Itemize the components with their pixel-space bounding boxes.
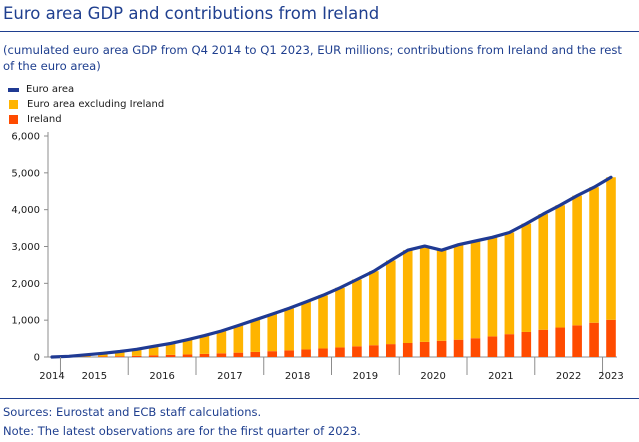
bar-ireland (453, 339, 464, 357)
x-tick-label: 2014 (39, 371, 64, 382)
bar-ireland (335, 347, 345, 357)
chart-title: Euro area GDP and contributions from Ire… (3, 4, 380, 23)
x-tick-label: 2016 (149, 371, 174, 382)
legend-swatch-euro-area (8, 87, 19, 92)
bar-excluding-ireland (487, 237, 498, 337)
stacked-bar-line-chart: 0 1,000 2,000 3,000 4,000 5,000 6,000 2014 2015 2… (11, 132, 623, 383)
bar-ireland (250, 351, 261, 357)
y-tick-label: 1,000 (11, 316, 40, 327)
bar-excluding-ireland (521, 223, 532, 332)
y-tick-label: 6,000 (11, 132, 40, 143)
x-tick-label: 2015 (82, 371, 107, 382)
x-tick-label: 2020 (420, 371, 445, 382)
y-tick-label: 0 (34, 353, 40, 364)
bar-excluding-ireland (233, 325, 244, 353)
bar-excluding-ireland (148, 346, 159, 356)
bar-ireland (369, 345, 379, 357)
bar-ireland (165, 354, 176, 357)
bar-ireland (216, 353, 227, 357)
bar-ireland (148, 355, 159, 357)
x-tick-label: 2018 (285, 371, 310, 382)
legend-item-excluding-ireland: Euro area excluding Ireland (8, 97, 164, 112)
x-tick-label: 2021 (488, 371, 513, 382)
bar-excluding-ireland (555, 205, 565, 328)
legend-swatch-ireland (9, 115, 18, 124)
bar-excluding-ireland (318, 295, 328, 349)
bar-excluding-ireland (250, 319, 261, 352)
bar-ireland (538, 329, 549, 357)
bar-excluding-ireland (572, 195, 582, 326)
bar-excluding-ireland (538, 214, 549, 330)
bar-excluding-ireland (369, 271, 379, 346)
bar-ireland (606, 319, 616, 357)
latest-observation-note: Note: The latest observations are for th… (3, 424, 361, 438)
bar-excluding-ireland (267, 314, 278, 352)
bar-excluding-ireland (504, 232, 515, 335)
y-tick-label: 4,000 (11, 205, 40, 216)
bar-excluding-ireland (131, 349, 142, 356)
bar-excluding-ireland (165, 343, 176, 355)
x-tick-label: 2023 (598, 371, 623, 382)
legend-label-euro-area: Euro area (26, 84, 75, 95)
bar-ireland (470, 338, 481, 357)
bar-excluding-ireland (436, 250, 447, 341)
sources-note: Sources: Eurostat and ECB staff calculat… (3, 405, 262, 419)
y-tick-label: 2,000 (11, 279, 40, 290)
legend-label-excluding-ireland: Euro area excluding Ireland (27, 99, 165, 110)
bar-ireland (589, 322, 599, 357)
bar-excluding-ireland (301, 301, 311, 350)
chart-subtitle: (cumulated euro area GDP from Q4 2014 to… (3, 43, 622, 73)
bar-ireland (572, 325, 582, 357)
bar-excluding-ireland (284, 308, 294, 351)
bar-ireland (487, 336, 498, 357)
x-tick-label: 2017 (217, 371, 242, 382)
bar-ireland (436, 340, 447, 357)
bar-ireland (385, 344, 396, 357)
bar-excluding-ireland (352, 279, 362, 347)
bar-excluding-ireland (182, 339, 193, 355)
legend-label-ireland: Ireland (27, 114, 62, 125)
bar-excluding-ireland (335, 287, 345, 348)
bar-ireland (352, 346, 362, 357)
y-tick-label: 3,000 (11, 242, 40, 253)
bar-excluding-ireland (114, 351, 125, 357)
bar-excluding-ireland (470, 240, 481, 339)
bar-ireland (284, 350, 294, 357)
legend-item-euro-area: Euro area (8, 82, 164, 97)
bar-ireland (419, 341, 430, 357)
footer-divider (0, 398, 639, 399)
bar-ireland (267, 351, 278, 357)
bar-excluding-ireland (606, 177, 616, 320)
bar-ireland (131, 355, 142, 357)
legend-swatch-excluding-ireland (9, 100, 18, 109)
chart-legend: Euro area Euro area excluding Ireland Ir… (8, 82, 164, 127)
title-divider (0, 31, 639, 32)
x-tick-label: 2022 (556, 371, 581, 382)
bar-ireland (182, 354, 193, 357)
legend-item-ireland: Ireland (8, 112, 164, 127)
bar-ireland (402, 343, 413, 357)
bar-ireland (199, 353, 210, 357)
bar-ireland (521, 331, 532, 357)
y-tick-label: 5,000 (11, 168, 40, 179)
bar-excluding-ireland (589, 187, 599, 323)
bar-excluding-ireland (419, 246, 430, 342)
bar-ireland (233, 352, 244, 357)
bar-excluding-ireland (402, 250, 413, 344)
bar-excluding-ireland (216, 331, 227, 354)
bar-ireland (301, 349, 311, 357)
bar-ireland (98, 356, 108, 357)
bar-excluding-ireland (385, 260, 396, 345)
bar-excluding-ireland (453, 244, 464, 340)
bar-ireland (318, 348, 328, 357)
line-euro-area (50, 175, 613, 359)
bar-ireland (555, 327, 565, 357)
bar-ireland (114, 356, 125, 357)
x-tick-label: 2019 (353, 371, 378, 382)
bar-excluding-ireland (199, 335, 210, 354)
bar-ireland (504, 334, 515, 357)
